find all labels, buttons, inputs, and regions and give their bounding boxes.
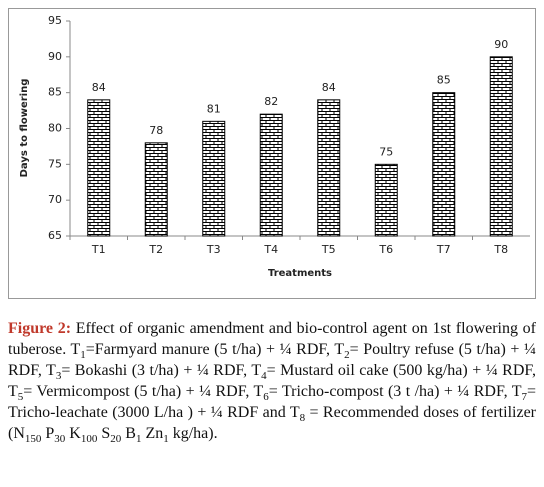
caption-text: Zn <box>141 425 164 442</box>
caption-subscript: 1 <box>163 433 169 446</box>
x-tick-label: T2 <box>148 243 163 256</box>
y-tick-label: 85 <box>48 86 62 99</box>
bar <box>144 142 168 237</box>
caption-text: S <box>97 425 111 442</box>
value-label: 81 <box>207 102 221 115</box>
caption-subscript: 1 <box>135 433 142 446</box>
y-tick-label: 95 <box>48 14 62 27</box>
bar <box>317 99 341 237</box>
caption-subscript: 1 <box>80 349 86 362</box>
caption-text: =Farmyard manure (5 t/ha) + ¼ RDF, T <box>85 341 345 358</box>
caption-subscript: 3 <box>55 370 62 383</box>
chart-border <box>8 8 536 299</box>
caption-text: Effect of organic amendment and bio-cont… <box>8 320 537 358</box>
bar <box>87 99 111 237</box>
caption-subscript: 6 <box>263 391 269 404</box>
value-label: 78 <box>149 124 163 137</box>
caption-text: = Mustard oil cake (500 kg/ha) + ¼ RDF, … <box>8 362 537 400</box>
bar <box>202 120 226 237</box>
caption-subscript: 30 <box>54 433 66 446</box>
caption-text: = Tricho-leachate (3000 L/ha ) + ¼ RDF a… <box>8 383 536 421</box>
caption-subscript: 150 <box>24 433 42 446</box>
caption-subscript: 8 <box>299 412 306 425</box>
chart: Days to flowering Treatments 65 70 75 80 85 9… <box>8 8 536 299</box>
y-axis-label: Days to flowering <box>19 79 30 178</box>
bar <box>259 113 283 237</box>
y-tick-label: 65 <box>48 229 62 242</box>
caption-label: Figure 2: <box>8 320 72 337</box>
caption: Figure 2: Effect of organic amendment an… <box>8 318 537 446</box>
x-tick-label: T1 <box>91 243 106 256</box>
y-tick-label: 80 <box>48 122 62 135</box>
value-label: 90 <box>494 38 508 51</box>
x-axis-label: Treatments <box>268 268 332 279</box>
caption-subscript: 5 <box>17 391 24 404</box>
x-tick-label: T5 <box>321 243 336 256</box>
caption-text: = Recommended doses of fertilizer (N <box>8 404 536 442</box>
x-tick-label: T8 <box>493 243 508 256</box>
x-tick-label: T6 <box>378 243 393 256</box>
caption-text: = Tricho-compost (3 t /ha) + ¼ RDF, T <box>268 383 522 400</box>
bar <box>489 56 513 237</box>
caption-text: = Vermicompost (5 t/ha) + ¼ RDF, T <box>23 383 264 400</box>
x-tick-label: T4 <box>263 243 278 256</box>
caption-subscript: 20 <box>110 433 122 446</box>
value-label: 75 <box>379 145 393 158</box>
caption-text: K <box>65 425 81 442</box>
x-tick-label: T3 <box>206 243 221 256</box>
caption-text: = Bokashi (3 t/ha) + ¼ RDF, T <box>61 362 262 379</box>
caption-text: = Poultry refuse (5 t/ha) + ¼ RDF, T <box>8 341 537 379</box>
caption-subscript: 7 <box>521 391 527 404</box>
caption-text: P <box>41 425 55 442</box>
value-label: 84 <box>322 81 336 94</box>
caption-subscript: 4 <box>261 370 267 383</box>
caption-subscript: 100 <box>80 433 98 446</box>
bar <box>432 92 456 237</box>
bar <box>374 163 398 237</box>
value-label: 84 <box>92 81 106 94</box>
caption-text: kg/ha). <box>168 425 218 442</box>
caption-text: B <box>121 425 136 442</box>
caption-subscript: 2 <box>344 349 350 362</box>
y-tick-label: 90 <box>48 50 62 63</box>
value-label: 85 <box>437 74 451 87</box>
y-tick-label: 70 <box>48 193 62 206</box>
value-label: 82 <box>264 95 278 108</box>
x-tick-label: T7 <box>436 243 451 256</box>
y-tick-label: 75 <box>48 157 62 170</box>
